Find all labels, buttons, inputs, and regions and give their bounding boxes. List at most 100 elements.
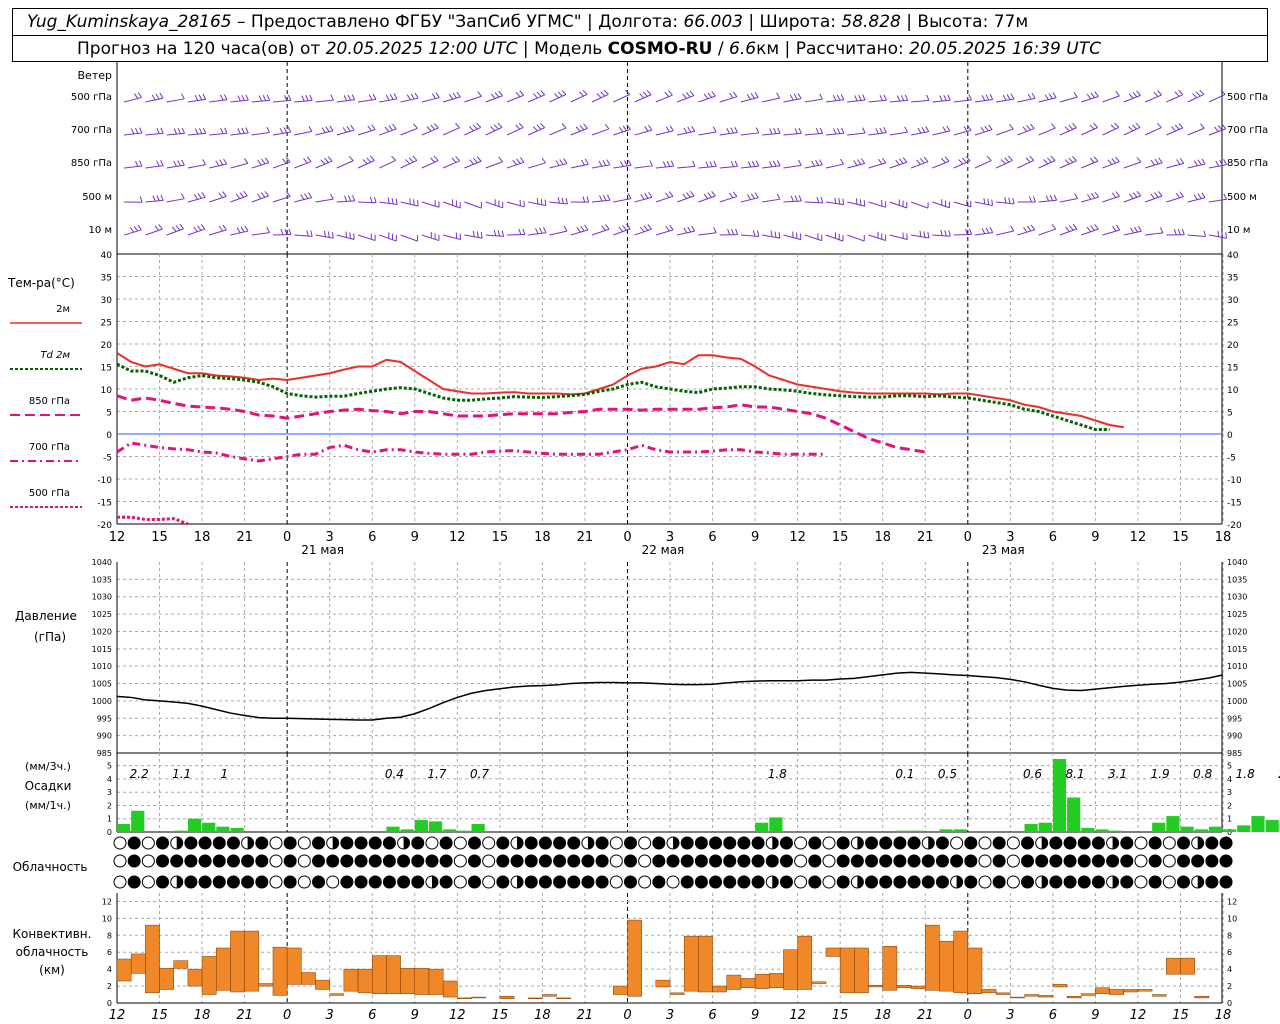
cloud-cover-circle (510, 854, 524, 868)
wind-barb-shaft (613, 164, 632, 169)
wind-barb-flag (862, 94, 866, 101)
wind-barb-flag (798, 195, 802, 202)
pressure-y-tick-right: 1000 (1227, 697, 1247, 706)
cloud-cover-circle (312, 875, 326, 889)
wind-barb-flag (245, 127, 249, 134)
cloud-cover-half (1197, 876, 1204, 888)
conv-x-tick: 15 (1172, 1008, 1189, 1023)
wind-barb-icon (1038, 92, 1057, 103)
wind-barb-flag (1214, 126, 1219, 132)
cloud-cover-circle (893, 875, 907, 889)
pressure-y-tick: 985 (97, 749, 112, 758)
cloud-cover-circle (723, 875, 737, 889)
wind-barb-icon (1166, 123, 1184, 136)
wind-barb-flag (732, 91, 738, 98)
wind-barb-icon (1166, 158, 1185, 169)
cloud-cover-icon (524, 854, 538, 868)
wind-barb-icon (868, 232, 887, 242)
wind-barb-shaft (677, 230, 695, 236)
wind-barb-flag (1156, 122, 1162, 128)
wind-barb-flag (916, 159, 921, 165)
wind-barb-shaft (613, 198, 632, 203)
temp-x-tick: 12 (449, 530, 466, 545)
wind-barb-shaft (464, 160, 482, 169)
wind-barb-flag (1086, 226, 1092, 233)
cloud-cover-icon (1021, 836, 1035, 850)
wind-barb-icon (655, 160, 675, 169)
wind-barb-icon (549, 89, 567, 103)
wind-barb-icon (719, 228, 739, 236)
temp-y-tick: -20 (97, 521, 112, 531)
cloud-cover-circle (113, 854, 127, 868)
cloud-cover-circle (737, 836, 751, 850)
wind-barb-icon (910, 156, 929, 169)
cloud-cover-circle (964, 836, 978, 850)
wind-barb-flag (159, 92, 164, 99)
precip-bar (1081, 828, 1095, 832)
wind-barb-flag (1130, 227, 1134, 234)
wind-barb-icon (655, 90, 673, 103)
wind-barb-flag (497, 122, 503, 128)
wind-barb-flag (343, 95, 348, 101)
wind-barb-shaft (400, 127, 418, 136)
wind-barb-flag (730, 127, 734, 134)
wind-barb-shaft (1017, 229, 1035, 236)
cloud-cover-icon (638, 836, 652, 850)
cloud-cover-icon (1091, 875, 1105, 889)
wind-barb-flag (476, 156, 482, 162)
wind-barb-icon (825, 197, 845, 206)
wind-barb-flag (985, 94, 990, 101)
wind-barb-flag (455, 122, 460, 128)
wind-barb-flag (160, 160, 164, 166)
wind-barb-flag (1132, 91, 1138, 98)
precip-3h-total: 1.8 (768, 767, 787, 781)
wind-barb-flag (1087, 194, 1092, 200)
wind-barb-flag (309, 94, 313, 101)
cloud-cover-half (857, 876, 864, 888)
wind-barb-flag (152, 195, 156, 202)
wind-barb-shaft (953, 160, 971, 169)
wind-level-label-right: 500 м (1227, 192, 1257, 203)
wind-barb-shaft (677, 165, 696, 169)
wind-barb-shaft (1081, 228, 1099, 236)
conv-x-tick: 21 (236, 1008, 253, 1023)
wind-barb-shaft (230, 132, 249, 136)
cloud-cover-icon (836, 836, 850, 850)
cloud-cover-half (517, 837, 524, 849)
wind-barb-flag (555, 160, 560, 166)
wind-barb-flag (1029, 155, 1035, 161)
wind-barb-shaft (570, 127, 588, 136)
wind-barb-flag (919, 230, 922, 237)
wind-barb-icon (400, 198, 419, 207)
wind-barb-shaft (655, 94, 673, 103)
wind-barb-flag (135, 160, 139, 167)
wind-barb-icon (1187, 123, 1205, 136)
temp-y-tick: 30 (101, 296, 113, 306)
conv-y-tick: 0 (107, 999, 112, 1008)
cloud-cover-icon (226, 875, 240, 889)
lon-value: 66.003 (683, 12, 743, 32)
cloud-cover-circle (751, 854, 765, 868)
wind-barb-flag (156, 128, 160, 134)
wind-barb-shaft (825, 163, 844, 169)
wind-barb-icon (187, 93, 207, 103)
wind-barb-flag (257, 159, 262, 166)
temp-y-tick: 10 (101, 386, 113, 396)
wind-barb-icon (1166, 228, 1185, 236)
wind-barb-icon (315, 125, 334, 136)
wind-barb-icon (336, 195, 356, 203)
wind-barb-flag (923, 156, 929, 163)
conv-cloud-bar (201, 956, 217, 995)
wind-barb-icon (549, 158, 568, 169)
cloud-cover-icon (581, 854, 595, 868)
wind-barb-flag (665, 225, 670, 232)
wind-barb-shaft (1038, 97, 1057, 103)
cloud-cover-circle (482, 854, 496, 868)
wind-barb-shaft (336, 160, 354, 169)
wind-barb-flag (727, 228, 731, 235)
wind-barb-flag (285, 157, 291, 163)
cloud-cover-icon (496, 875, 510, 889)
wind-barb-flag (542, 227, 547, 233)
wind-barb-flag (664, 91, 670, 97)
